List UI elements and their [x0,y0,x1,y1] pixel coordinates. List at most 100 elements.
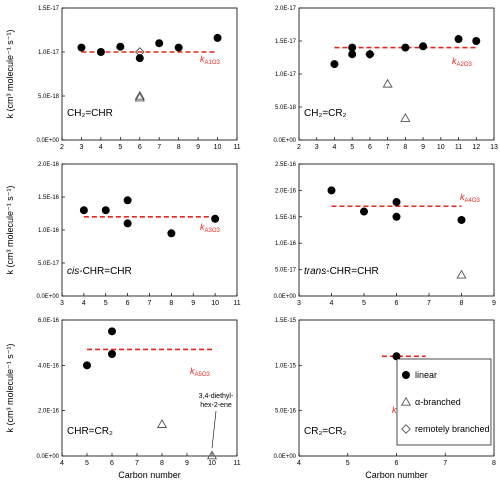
point-linear [454,35,463,44]
y-tick-label: 6.0E-16 [38,318,60,324]
rate-label-sub: A4O3 [465,198,481,204]
y-tick-label: 1.5E-17 [38,6,60,12]
x-tick-label: 10 [437,144,445,151]
rate-label: kA5O3 [190,366,211,378]
panel-2: 2 3 4 5 6 7 8 9 10 11 12 13 0.0E+00 5.0E-18 1.0E-17 1.5… [273,6,498,151]
x-tick-label: 7 [135,460,139,467]
x-tick-label: 9 [191,300,195,307]
point-linear [213,33,222,42]
y-tick-label: 2.5E-16 [275,162,297,168]
y-tick-label: 1.0E-15 [275,363,297,369]
x-tick-label: 3 [315,144,319,151]
x-tick-label: 4 [333,144,337,151]
point-linear [123,219,132,228]
x-tick-label: 6 [126,300,130,307]
x-tick-label: 4 [99,144,103,151]
rate-label-sub: A3O3 [205,228,221,234]
point-linear [401,43,410,52]
x-tick-label: 3 [79,144,83,151]
y-tick-label: 0.0E+00 [273,454,296,460]
point-linear [96,48,105,56]
y-axis-label: k (cm³ molecule⁻¹ s⁻¹) [5,29,15,118]
x-tick-label: 7 [443,460,447,467]
x-tick-label: 10 [214,144,222,151]
y-tick-label: 1.0E-17 [38,50,60,56]
panel-label-rest: -CHR=CHR [326,266,379,277]
y-tick-label: 1.0E-16 [38,228,60,234]
x-tick-label: 7 [148,300,152,307]
x-tick-label: 5 [362,300,366,307]
panel-label-rest: -CHR=CHR [79,266,132,277]
x-tick-label: 11 [233,300,240,307]
y-axis-label: k (cm³ molecule⁻¹ s⁻¹) [5,185,15,274]
rate-label: kA2O3 [452,56,473,68]
point-linear [174,43,183,52]
point-linear [330,60,339,69]
y-tick-label: 1.5E-16 [275,215,297,221]
point-linear [348,43,357,52]
point-linear [211,214,220,223]
x-tick-label: 13 [490,144,498,151]
rate-label: kA1O3 [200,54,221,66]
legend-marker-triangle [400,396,412,406]
x-tick-label: 9 [421,144,425,151]
y-tick-label: 0.0E+00 [273,138,296,144]
point-linear [116,42,125,51]
point-linear [392,198,401,207]
x-tick-label: 7 [427,300,431,307]
rate-label: kA3O3 [200,222,221,234]
rate-label-sub: A2O3 [457,62,473,68]
panel-label: CR₂=CR₂ [304,426,347,437]
x-tick-label: 5 [346,460,350,467]
legend-label: α-branched [415,397,461,407]
point-linear [348,50,357,59]
point-linear [79,206,88,215]
x-axis-label: Carbon number [118,470,181,480]
y-tick-label: 1.0E-16 [275,241,297,247]
point-linear [135,54,144,63]
x-tick-label: 5 [85,460,89,467]
point-linear [472,37,481,45]
x-tick-label: 5 [350,144,354,151]
panel-label-prefix: trans [304,266,326,277]
legend-label: remotely branched [415,424,490,434]
point-linear [360,207,368,216]
panel-label: CHR=CR₂ [67,426,113,437]
y-tick-label: 5.0E-18 [275,105,297,111]
y-tick-label: 4.0E-16 [38,363,60,369]
panel-5: 4 5 6 7 8 9 10 11 0.0E+00 2.0E-16 4.0E-16 6.0E-16 k … [5,318,241,480]
panel-4: 3 4 5 6 7 8 9 0.0E+00 5.0E-17 1.0E-16 1.5E-16 2.0E-… [273,162,496,307]
x-tick-label: 11 [233,460,240,467]
x-tick-label: 4 [82,300,86,307]
point-alpha-branched [156,419,168,428]
point-linear [392,352,401,361]
x-tick-label: 11 [233,144,240,151]
annotation-line-2: hex-2-ene [200,402,232,409]
point-alpha-branched [400,113,411,122]
x-tick-label: 5 [104,300,108,307]
x-tick-label: 8 [403,144,407,151]
y-tick-label: 5.0E-18 [38,94,60,100]
y-tick-label: 0.0E+00 [36,454,59,460]
x-tick-label: 10 [208,460,216,467]
y-tick-label: 5.0E-16 [275,409,297,415]
point-linear [457,215,466,224]
x-tick-label: 8 [177,144,181,151]
point-linear [77,43,86,52]
rate-label-base: k [200,222,205,232]
y-tick-label: 1.0E-17 [275,72,297,78]
x-tick-label: 8 [160,460,164,467]
x-tick-label: 7 [157,144,161,151]
point-linear [83,361,91,370]
legend-marker-circle [402,371,410,379]
y-tick-label: 5.0E-17 [275,268,297,274]
x-tick-label: 6 [110,460,114,467]
x-tick-label: 11 [455,144,462,151]
y-tick-label: 2.0E-16 [275,188,297,194]
y-tick-label: 1.5E-15 [275,318,297,324]
x-tick-label: 5 [118,144,122,151]
panel-1: 2 3 4 5 6 7 8 9 10 11 0.0E+00 5.0E-18 1.0E-17 1.5E-17… [5,6,241,151]
x-tick-label: 4 [60,460,64,467]
y-tick-label: 1.5E-16 [38,195,60,201]
point-linear [101,206,110,215]
